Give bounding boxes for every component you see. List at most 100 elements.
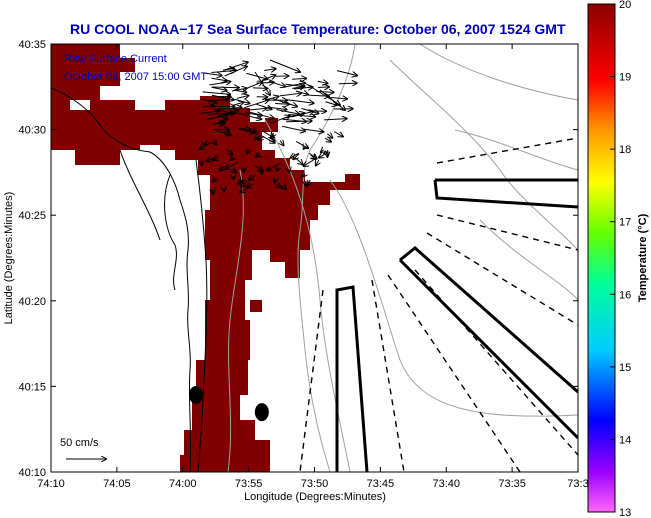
current-vector <box>261 75 276 81</box>
current-vector <box>338 83 357 84</box>
colorbar-tick-label: 13 <box>619 507 631 518</box>
current-vector <box>302 129 324 132</box>
current-vector <box>220 164 228 171</box>
bathymetry-contours <box>227 44 578 472</box>
current-vector <box>324 138 331 141</box>
current-vector <box>288 114 315 116</box>
current-vector <box>202 106 214 108</box>
chart-title: RU COOL NOAA−17 Sea Surface Temperature:… <box>70 21 566 37</box>
current-vector <box>215 108 232 113</box>
current-vector <box>324 119 347 120</box>
contour-line <box>479 219 578 301</box>
current-vector <box>234 98 250 103</box>
current-vector <box>247 149 250 154</box>
transect-outlines <box>299 137 578 472</box>
station-point <box>254 403 269 422</box>
current-vector <box>226 161 239 169</box>
current-vector <box>209 82 230 86</box>
y-tick-label: 40:10 <box>18 467 46 479</box>
colorbar-tick-label: 16 <box>619 289 631 301</box>
current-vector <box>218 108 242 110</box>
current-vector <box>336 70 357 76</box>
current-vector <box>291 153 300 158</box>
transect-dashed-lines <box>299 137 578 472</box>
y-tick-label: 40:25 <box>18 210 46 222</box>
current-vector <box>295 140 308 148</box>
y-tick-label: 40:20 <box>18 296 46 308</box>
current-vector <box>225 148 233 154</box>
colorbar-tick-label: 14 <box>619 434 631 446</box>
current-vector <box>264 69 275 71</box>
x-tick-label: 74:10 <box>37 478 65 490</box>
current-vector <box>274 179 275 183</box>
current-time: October 06, 2007 15:00 GMT <box>64 71 207 83</box>
x-axis-ticks: 74:10 74:05 74:00 73:55 73:50 73:45 73:40 73:35… <box>37 44 589 490</box>
colorbar <box>587 3 616 513</box>
current-vector <box>236 96 248 99</box>
x-tick-label: 74:00 <box>169 478 197 490</box>
sst-patch-north <box>51 44 135 110</box>
current-vector <box>270 116 289 124</box>
current-vector <box>202 92 231 94</box>
current-vector <box>261 171 262 175</box>
current-vector <box>279 93 301 96</box>
contour-line <box>454 129 578 171</box>
contour-line <box>329 179 578 417</box>
current-vector <box>212 128 231 134</box>
contour-line <box>389 59 578 251</box>
current-vector <box>302 174 304 176</box>
current-vector <box>301 107 318 113</box>
current-vector <box>267 162 282 171</box>
surface-current-vectors <box>199 59 357 194</box>
station-points <box>188 385 269 422</box>
current-vector <box>280 141 283 145</box>
coastline-shore <box>119 149 161 241</box>
current-vector <box>285 84 304 86</box>
current-vector <box>287 99 313 103</box>
current-vector <box>253 164 263 171</box>
current-vector <box>200 111 219 113</box>
current-vector <box>207 154 219 161</box>
current-vector <box>224 188 225 191</box>
y-tick-label: 40:35 <box>18 39 46 51</box>
y-tick-label: 40:15 <box>18 381 46 393</box>
current-vector <box>246 72 267 79</box>
contour-line <box>297 44 356 472</box>
y-axis-ticks: 40:35 40:30 40:25 40:20 40:15 40:10 <box>18 39 578 479</box>
current-vector <box>334 131 343 137</box>
current-vector <box>213 178 217 182</box>
current-vector <box>211 87 226 90</box>
y-axis-label: Latitude (Degrees:Minutes) <box>3 192 15 325</box>
transect-box <box>335 285 369 472</box>
current-vector <box>282 125 305 131</box>
current-vector <box>249 174 256 180</box>
current-vector <box>213 157 218 160</box>
dashed-line <box>414 269 578 456</box>
current-vector <box>277 168 279 171</box>
coastline <box>51 87 208 472</box>
current-vector <box>318 87 329 88</box>
current-vector <box>316 160 319 165</box>
current-vector <box>238 129 251 130</box>
coastline-inlet <box>164 174 177 291</box>
current-vector <box>317 81 328 83</box>
x-tick-label: 73:45 <box>367 478 395 490</box>
current-vector <box>319 89 345 110</box>
current-vector <box>304 159 314 166</box>
current-vector <box>306 181 307 186</box>
dashed-line <box>436 137 578 164</box>
current-vector <box>319 153 328 158</box>
colorbar-ticks: 20 19 18 17 16 15 14 13 <box>610 0 631 518</box>
current-vector <box>268 80 285 86</box>
contour-line <box>227 169 244 472</box>
colorbar-tick-label: 15 <box>619 362 631 374</box>
current-vector <box>255 103 272 109</box>
current-vector <box>204 142 205 145</box>
current-vector <box>291 111 313 118</box>
current-vector <box>199 141 212 149</box>
x-axis-label: Longitude (Degrees:Minutes) <box>244 491 386 503</box>
current-vector <box>213 189 214 194</box>
transect-box <box>398 246 578 440</box>
x-tick-label: 73:40 <box>432 478 460 490</box>
